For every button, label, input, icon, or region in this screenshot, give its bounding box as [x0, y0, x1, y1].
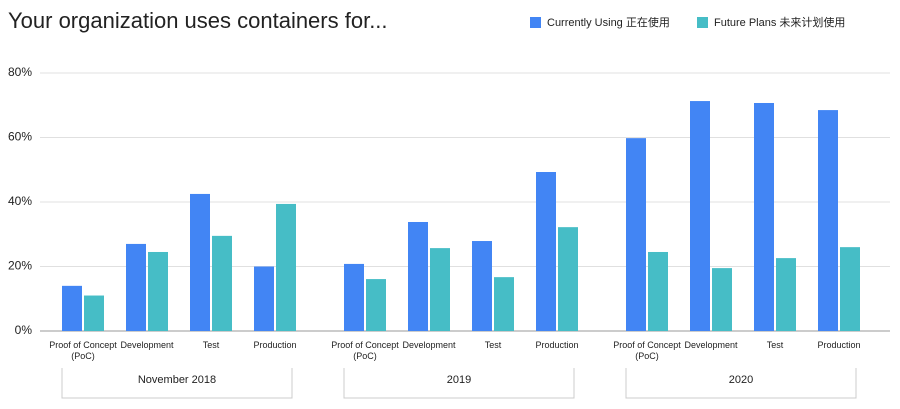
bar: [818, 110, 838, 332]
group-box: [343, 368, 575, 399]
bar: [648, 251, 668, 331]
legend-label: Future Plans 未来计划使用: [714, 16, 845, 29]
x-tick-label: Proof of Concept (PoC): [331, 340, 399, 361]
bar: [712, 268, 732, 331]
x-tick-label: Production: [535, 340, 579, 350]
bar: [84, 295, 104, 331]
bar: [344, 263, 364, 331]
x-tick-label: Test: [484, 340, 502, 350]
bar: [626, 138, 646, 331]
legend-swatch: [530, 17, 541, 28]
group-box: [61, 368, 293, 399]
x-tick-label: Test: [202, 340, 220, 350]
bar: [276, 203, 296, 331]
bar: [472, 241, 492, 331]
bar: [190, 193, 210, 331]
group-label: 2020: [729, 374, 753, 386]
x-tick-label: Proof of Concept (PoC): [49, 340, 117, 361]
x-tick-label: Development: [684, 340, 738, 350]
group-box: [625, 368, 857, 399]
group-label: 2019: [447, 374, 471, 386]
x-tick-label: Production: [817, 340, 861, 350]
bar: [754, 102, 774, 332]
bar: [840, 247, 860, 331]
bar: [536, 172, 556, 331]
bar: [62, 285, 82, 331]
group-label: November 2018: [138, 374, 216, 386]
y-tick-label: 0%: [15, 323, 33, 337]
bar: [690, 101, 710, 332]
bar: [408, 221, 428, 331]
x-tick-label: Proof of Concept (PoC): [613, 340, 681, 361]
y-tick-label: 60%: [8, 130, 32, 144]
bar: [254, 266, 274, 331]
y-tick-label: 40%: [8, 194, 32, 208]
chart-title: Your organization uses containers for...: [8, 8, 388, 33]
bar: [430, 248, 450, 331]
x-tick-label: Development: [120, 340, 174, 350]
legend-swatch: [697, 17, 708, 28]
x-tick-label: Test: [766, 340, 784, 350]
bar: [776, 258, 796, 331]
bar: [558, 227, 578, 331]
x-tick-label: Production: [253, 340, 297, 350]
y-tick-label: 80%: [8, 65, 32, 79]
bar: [494, 277, 514, 331]
bar: [366, 279, 386, 331]
y-tick-label: 20%: [8, 259, 32, 273]
bar: [126, 243, 146, 331]
bar: [148, 251, 168, 331]
x-tick-label: Development: [402, 340, 456, 350]
legend-label: Currently Using 正在使用: [547, 16, 670, 29]
bar: [212, 235, 232, 331]
